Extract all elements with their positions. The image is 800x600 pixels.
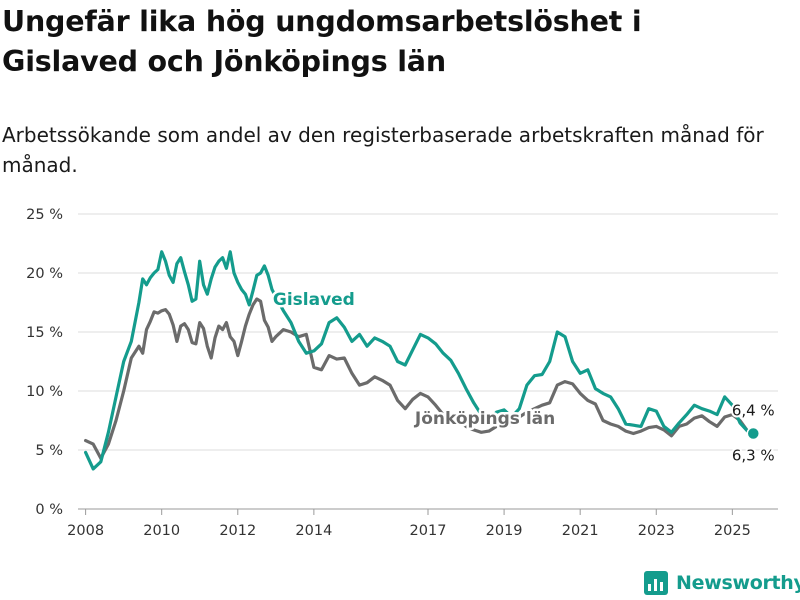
series-label: Jönköpings län xyxy=(414,409,555,429)
x-tick-label: 2025 xyxy=(714,523,751,539)
y-tick-label: 20 % xyxy=(26,266,63,282)
bar-chart-logo-icon xyxy=(644,571,668,595)
y-tick-label: 10 % xyxy=(26,384,63,400)
y-tick-label: 25 % xyxy=(26,207,63,223)
x-tick-label: 2014 xyxy=(295,523,332,539)
y-tick-label: 0 % xyxy=(35,502,63,518)
end-point-marker xyxy=(746,426,761,441)
x-tick-label: 2023 xyxy=(638,523,675,539)
x-tick-label: 2008 xyxy=(67,523,104,539)
x-tick-label: 2012 xyxy=(219,523,256,539)
end-value-label: 6,4 % xyxy=(732,401,775,419)
brand-name: Newsworthy xyxy=(676,572,800,594)
chart-subtitle: Arbetssökande som andel av den registerb… xyxy=(2,123,764,177)
chart-title: Ungefär lika hög ungdomsarbetslöshet i G… xyxy=(2,5,642,78)
x-tick-label: 2010 xyxy=(143,523,180,539)
series-line-gislaved xyxy=(84,250,755,471)
x-tick-label: 2017 xyxy=(410,523,447,539)
y-tick-label: 15 % xyxy=(26,325,63,341)
series-line-jönköpings-län xyxy=(84,297,755,460)
newsworthy-logo: Newsworthy xyxy=(644,568,800,598)
line-chart: 0 % 5 % 10 % 15 % 20 % 25 % 2008 2010 2012 2014 20… xyxy=(26,207,778,539)
end-value-label: 6,3 % xyxy=(732,447,775,465)
x-tick-label: 2019 xyxy=(486,523,523,539)
x-tick-label: 2021 xyxy=(562,523,599,539)
series-label: Gislaved xyxy=(273,290,355,310)
y-tick-label: 5 % xyxy=(35,443,63,459)
